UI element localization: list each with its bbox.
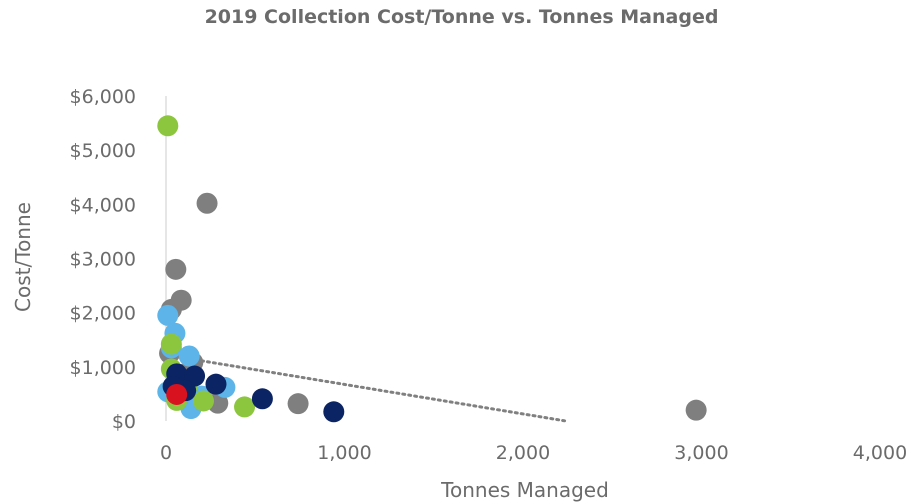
y-tick-label: $1,000 (70, 357, 136, 379)
x-tick-label: 4,000 (853, 442, 907, 464)
data-point (165, 258, 187, 280)
data-point (323, 401, 345, 423)
data-point (160, 333, 182, 355)
y-tick-label: $6,000 (70, 86, 136, 108)
data-point (192, 390, 214, 412)
data-point (157, 304, 179, 326)
x-tick-label: 2,000 (496, 442, 550, 464)
trendline-group (164, 353, 568, 423)
y-tick-label: $4,000 (70, 194, 136, 216)
x-tick-label: 0 (160, 442, 172, 464)
trendline (164, 353, 568, 423)
data-point (157, 115, 179, 137)
axes-group: 0 1,000 2,000 3,000 4,000 $0 $1,000 $2,000 $3,00… (70, 86, 908, 464)
points-group (157, 115, 707, 423)
chart-title: 2019 Collection Cost/Tonne vs. Tonnes Ma… (204, 6, 719, 28)
data-point (166, 383, 188, 405)
x-axis-title: Tonnes Managed (440, 478, 609, 502)
y-tick-label: $3,000 (70, 249, 136, 271)
y-tick-label: $0 (112, 411, 136, 433)
data-point (196, 192, 218, 214)
y-tick-label: $5,000 (70, 140, 136, 162)
y-axis-title: Cost/Tonne (11, 202, 35, 312)
data-point (178, 345, 200, 367)
y-tick-label: $2,000 (70, 303, 136, 325)
data-point (685, 399, 707, 421)
data-point (205, 373, 227, 395)
x-tick-label: 3,000 (674, 442, 728, 464)
data-point (251, 388, 273, 410)
data-point (234, 396, 256, 418)
x-tick-label: 1,000 (317, 442, 371, 464)
data-point (287, 393, 309, 415)
